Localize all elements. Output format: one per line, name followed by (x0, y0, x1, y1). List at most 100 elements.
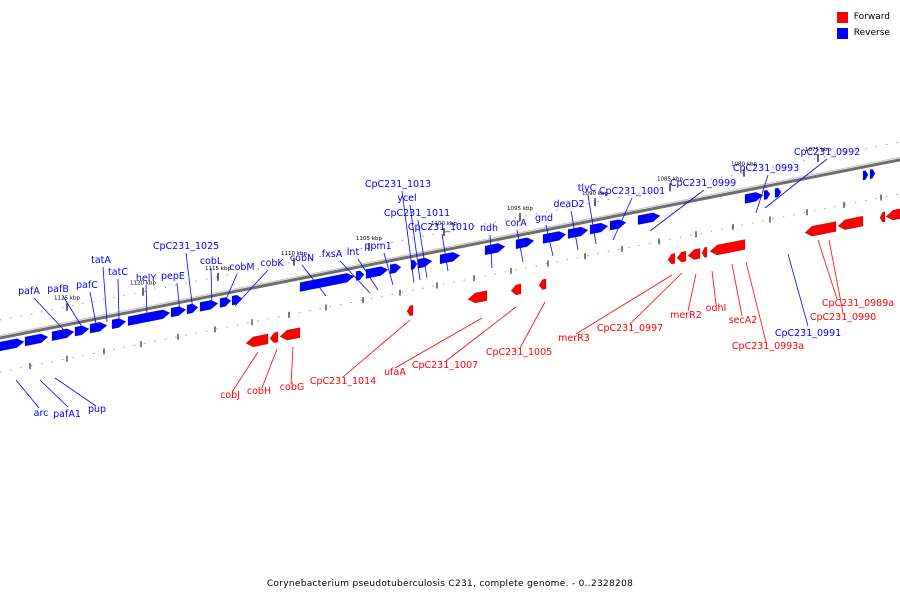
gene-arrow (245, 333, 269, 348)
gene-label-seca2: secA2 (729, 315, 758, 326)
leader-cpc231-0992 (764, 158, 828, 209)
gene-label-lnt: lnt (347, 247, 360, 258)
gene-arrow (879, 211, 886, 223)
forward-swatch (836, 11, 848, 23)
gene-arrow (804, 221, 837, 237)
legend-forward: Forward (836, 9, 890, 25)
gene-label-gnd: gnd (535, 213, 553, 224)
gene-arrow (701, 246, 708, 258)
gene-label-tlyc: tlyC (578, 183, 597, 194)
gene-label-odhi: odhI (706, 303, 727, 314)
gene-label-cpc231-0993: CpC231_0993 (733, 163, 799, 174)
leader-pafa (33, 297, 65, 331)
gene-label-cpc231-1011: CpC231_1011 (384, 208, 450, 219)
gene-label-cpc231-1014: CpC231_1014 (310, 376, 376, 387)
gene-arrow (687, 248, 701, 260)
gene-label-cpc231-0992: CpC231_0992 (794, 147, 860, 158)
tick-label: 1110 kbp (281, 251, 307, 257)
gene-arrow (365, 266, 389, 279)
leader-gnd (545, 224, 554, 257)
leader-cpc231-1014 (342, 319, 411, 378)
leader-cobn (301, 264, 327, 297)
gene-arrow (299, 273, 355, 292)
gene-label-tatc: tatC (108, 267, 128, 278)
gene-arrows (0, 168, 900, 352)
gene-arrow (609, 219, 627, 231)
gene-arrow (589, 222, 609, 235)
leader-tlyc (587, 194, 597, 245)
leader-arc (15, 379, 40, 409)
gene-label-pafc: pafC (76, 280, 98, 291)
leader-cpc231-0990 (828, 239, 844, 314)
leader-cpc231-1025 (185, 252, 194, 312)
leader-lnt (357, 258, 379, 291)
gene-label-ndh: ndh (480, 223, 498, 234)
gene-arrow (567, 226, 589, 239)
leader-cpc231-1010 (441, 233, 449, 272)
gene-arrow (467, 290, 488, 304)
gene-label-pup: pup (88, 404, 106, 415)
gene-label-cobn: cobN (290, 253, 314, 264)
gene-label-tata: tatA (91, 255, 111, 266)
leader-merr3 (575, 274, 673, 335)
leader-dead2 (570, 210, 579, 251)
gene-arrow (542, 231, 567, 244)
genome-backbone (0, 156, 900, 340)
tick-label: 1095 kbp (507, 206, 533, 212)
gene-arrow (51, 328, 75, 342)
gene-label-cpc231-0989a: CpC231_0989a (822, 298, 894, 309)
gene-arrow (89, 321, 108, 334)
tick-label: 1075 kbp (805, 147, 831, 153)
leader-cpc231-1011 (417, 219, 428, 279)
gene-arrow (510, 283, 522, 296)
tick-label: 1120 kbp (130, 281, 156, 287)
leader-cpc231-0997 (629, 272, 683, 325)
gene-label-cpc231-1013: CpC231_1013 (365, 179, 431, 190)
gene-arrow (862, 170, 869, 181)
genome-caption: Corynebacterium pseudotuberculosis C231,… (266, 579, 634, 589)
gene-arrow (869, 168, 876, 180)
gene-label-pepe: pepE (161, 271, 185, 282)
gene-label-arc: arc (34, 408, 49, 419)
gene-arrow (515, 237, 535, 250)
leader-cora (516, 229, 524, 263)
leader-ndh (489, 234, 493, 269)
gene-arrow (676, 250, 687, 263)
gene-label-cobm: cobM (229, 262, 254, 273)
legend-reverse: Reverse (836, 25, 890, 41)
leader-tata (102, 266, 108, 323)
gene-label-hely: helY (136, 273, 157, 284)
gene-arrow (709, 239, 746, 256)
tick-label: 1085 kbp (657, 176, 683, 182)
leader-cobj (231, 351, 259, 393)
gene-label-pafa: pafA (18, 286, 40, 297)
tick-label: 1125 kbp (54, 296, 80, 302)
gene-arrow (170, 306, 187, 318)
gene-arrow (0, 338, 25, 352)
gene-label-merr2: merR2 (670, 310, 702, 321)
gene-label-pafa1: pafA1 (53, 409, 81, 420)
gene-label-merr3: merR3 (558, 333, 590, 344)
tick-label: 1090 kbp (582, 191, 608, 197)
legend-forward-label: Forward (853, 12, 890, 22)
gene-label-pafb: pafB (47, 284, 69, 295)
leader-cpc231-1005 (519, 301, 546, 349)
gene-label-cpc231-1005: CpC231_1005 (486, 347, 552, 358)
leader-pafa1 (39, 379, 69, 408)
gene-label-cpc231-0997: CpC231_0997 (597, 323, 663, 334)
tick-label: 1115 kbp (205, 266, 231, 272)
leader-pafb (62, 295, 83, 328)
gene-label-cpc231-0990: CpC231_0990 (810, 312, 876, 323)
leader-fxsa (339, 260, 371, 294)
gene-arrow (279, 327, 301, 341)
gene-arrow (774, 187, 782, 198)
tick-label: 1105 kbp (356, 236, 382, 242)
gene-arrow (538, 278, 547, 290)
gene-arrow (111, 318, 127, 330)
leader-cpc231-0991 (787, 253, 809, 327)
gene-arrow (127, 309, 171, 326)
gene-label-fxsa: fxsA (322, 249, 343, 260)
leader-pepe (176, 282, 181, 314)
